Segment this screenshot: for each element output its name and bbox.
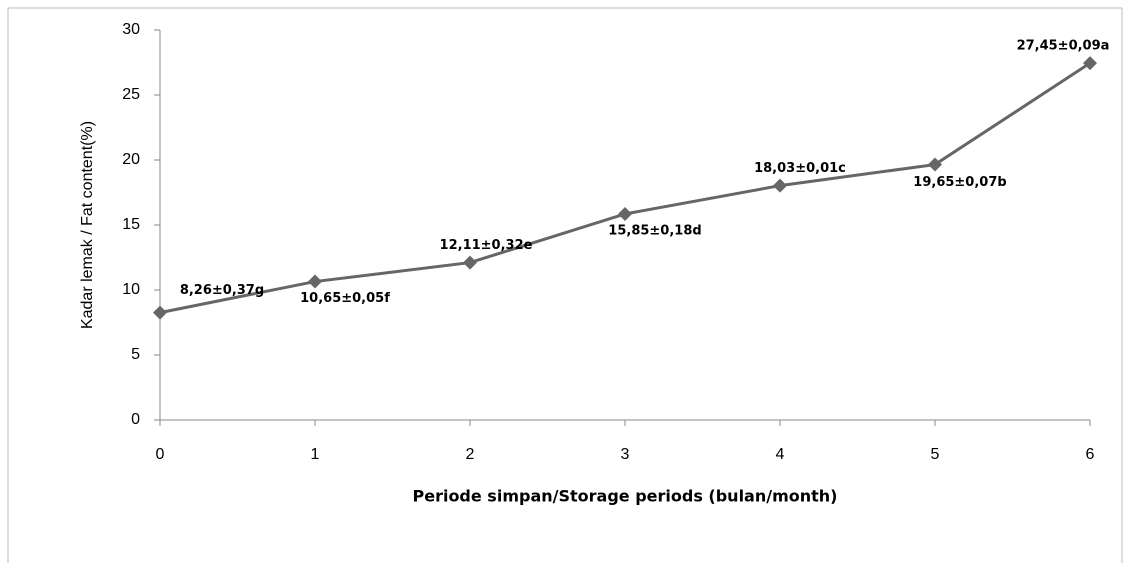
- marker: [463, 255, 477, 270]
- x-tick-label: 4: [776, 446, 785, 463]
- marker: [928, 157, 942, 172]
- y-tick-label: 25: [122, 86, 140, 103]
- marker: [618, 206, 632, 221]
- data-label: 27,45±0,09a: [1017, 39, 1110, 54]
- y-tick-label: 10: [122, 281, 140, 298]
- x-tick-label: 1: [311, 446, 320, 463]
- x-axis-title: Periode simpan/Storage periods (bulan/mo…: [412, 487, 837, 506]
- y-tick-label: 5: [131, 346, 140, 363]
- x-tick-label: 2: [466, 446, 475, 463]
- data-label: 18,03±0,01c: [754, 161, 846, 176]
- y-tick-label: 0: [131, 411, 140, 428]
- x-tick-label: 5: [931, 446, 940, 463]
- x-tick-label: 6: [1086, 446, 1095, 463]
- data-label: 19,65±0,07b: [913, 175, 1006, 190]
- x-tick-label: 0: [156, 446, 165, 463]
- data-label: 12,11±0,32e: [440, 238, 533, 253]
- y-tick-label: 30: [122, 21, 140, 38]
- y-tick-label: 15: [122, 216, 140, 233]
- y-axis-title: Kadar lemak / Fat content(%): [79, 121, 96, 329]
- data-label: 10,65±0,05f: [300, 291, 390, 306]
- marker: [153, 305, 167, 320]
- data-label: 8,26±0,37g: [180, 283, 264, 298]
- marker: [773, 178, 787, 193]
- x-tick-label: 3: [621, 446, 630, 463]
- marker: [1083, 56, 1097, 71]
- marker: [308, 274, 322, 289]
- data-label: 15,85±0,18d: [608, 223, 701, 238]
- y-tick-label: 20: [122, 151, 140, 168]
